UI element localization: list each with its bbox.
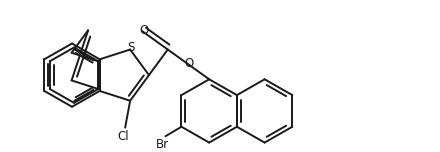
Text: O: O bbox=[139, 24, 149, 37]
Text: Br: Br bbox=[156, 138, 169, 151]
Text: Cl: Cl bbox=[117, 130, 129, 143]
Text: O: O bbox=[185, 57, 194, 70]
Text: S: S bbox=[128, 41, 135, 54]
